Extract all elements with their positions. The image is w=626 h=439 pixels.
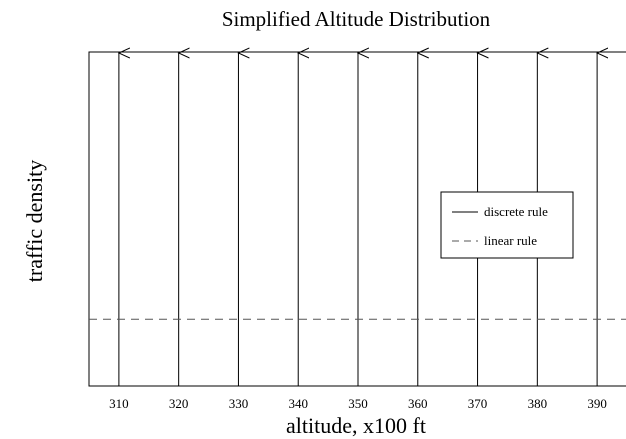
y-axis-label: traffic density	[22, 160, 47, 282]
x-tick-label-310: 310	[109, 396, 129, 411]
legend: discrete rule linear rule	[440, 191, 574, 259]
legend-linear-label: linear rule	[484, 233, 537, 248]
x-tick-label-390: 390	[587, 396, 607, 411]
x-tick-label-370: 370	[468, 396, 488, 411]
x-tick-label-350: 350	[348, 396, 368, 411]
legend-box	[440, 191, 574, 259]
x-tick-label-330: 330	[229, 396, 249, 411]
x-tick-label-320: 320	[169, 396, 189, 411]
x-tick-label-360: 360	[408, 396, 428, 411]
x-tick-label-380: 380	[528, 396, 548, 411]
x-ticks: 310 320 330 340 350 360 370 380 390	[109, 396, 607, 411]
x-axis-label: altitude, x100 ft	[286, 413, 426, 438]
x-tick-label-340: 340	[288, 396, 308, 411]
legend-discrete-label: discrete rule	[484, 204, 548, 219]
chart-title: Simplified Altitude Distribution	[222, 7, 491, 31]
